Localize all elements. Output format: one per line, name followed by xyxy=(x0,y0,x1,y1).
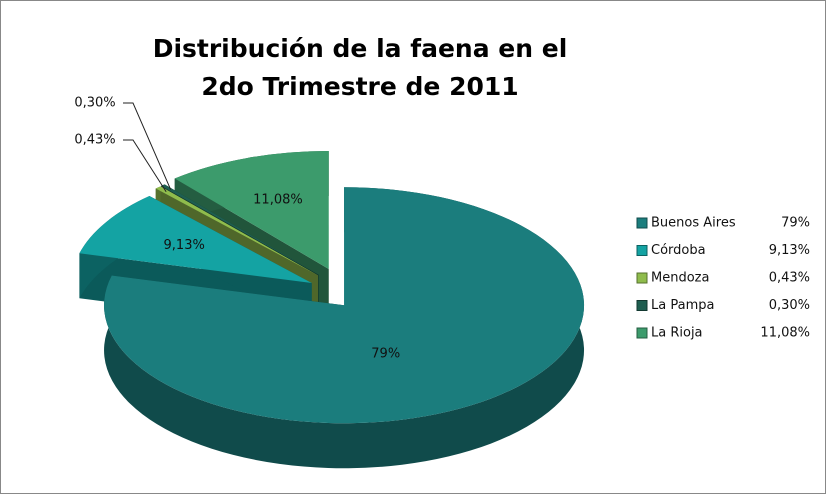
slice xyxy=(161,184,319,275)
data-label: 11,08% xyxy=(253,193,303,208)
legend-label: La Rioja xyxy=(651,326,703,341)
legend-label: Buenos Aires xyxy=(651,216,736,231)
legend-swatch xyxy=(636,327,648,339)
legend-label: Mendoza xyxy=(651,271,709,286)
leader-line xyxy=(123,139,167,193)
legend-swatch xyxy=(636,300,648,311)
leader-line xyxy=(123,102,172,190)
legend-swatch xyxy=(636,272,648,284)
data-label: 79% xyxy=(371,347,400,362)
slice xyxy=(79,196,312,283)
legend-swatch xyxy=(636,217,648,229)
data-label: 0,30% xyxy=(74,96,115,111)
data-label: 0,43% xyxy=(74,133,115,148)
slice xyxy=(104,187,585,424)
slice xyxy=(155,186,319,276)
legend-value: 0,43% xyxy=(769,271,810,286)
legend-swatch xyxy=(636,245,648,256)
slice xyxy=(174,150,329,269)
legend-value: 79% xyxy=(781,216,810,231)
legend-label: La Pampa xyxy=(651,298,714,313)
legend-value: 11,08% xyxy=(760,326,810,341)
legend-value: 0,30% xyxy=(769,298,810,313)
legend-label: Córdoba xyxy=(651,243,706,258)
legend-value: 9,13% xyxy=(769,243,810,258)
data-label: 9,13% xyxy=(164,238,205,253)
chart-title: Distribución de la faena en el 2do Trime… xyxy=(152,34,568,101)
